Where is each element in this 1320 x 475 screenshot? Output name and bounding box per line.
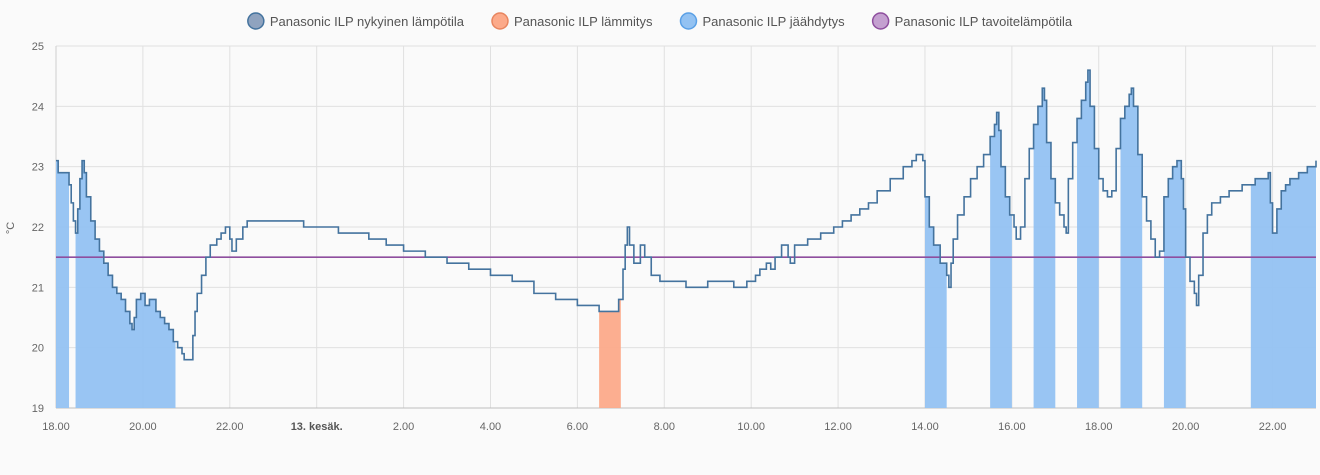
legend-marker-current bbox=[247, 12, 265, 30]
legend-label-heating: Panasonic ILP lämmitys bbox=[514, 14, 653, 29]
cooling-area bbox=[75, 160, 176, 408]
x-tick-label: 18.00 bbox=[42, 421, 70, 433]
legend-marker-target bbox=[871, 12, 890, 30]
x-tick-label: 14.00 bbox=[911, 421, 939, 433]
fill-areas bbox=[56, 70, 1316, 408]
y-tick-label: 19 bbox=[32, 403, 44, 415]
axes: °C 19 20 21 22 23 24 25 18.00 20.00 22.00 13. kesä… bbox=[5, 41, 1286, 433]
cooling-area bbox=[924, 196, 947, 408]
y-tick-label: 20 bbox=[32, 343, 44, 355]
legend-marker-cooling bbox=[679, 12, 698, 30]
x-tick-label: 4.00 bbox=[480, 421, 501, 433]
y-tick-label: 24 bbox=[32, 101, 44, 113]
legend-label-target: Panasonic ILP tavoitelämpötila bbox=[895, 14, 1073, 29]
cooling-area bbox=[1033, 88, 1056, 408]
y-tick-label: 21 bbox=[32, 282, 44, 294]
x-tick-label: 12.00 bbox=[824, 421, 852, 433]
current-temperature-line bbox=[56, 69, 1317, 361]
heating-area bbox=[599, 299, 621, 408]
y-tick-label: 25 bbox=[32, 41, 44, 53]
cooling-area bbox=[1120, 88, 1143, 408]
x-tick-label: 10.00 bbox=[737, 421, 765, 433]
x-tick-label: 22.00 bbox=[216, 421, 244, 433]
cooling-area bbox=[1250, 166, 1316, 408]
x-tick-label: 22.00 bbox=[1259, 421, 1287, 433]
cooling-area bbox=[56, 160, 70, 408]
legend-item-current[interactable]: Panasonic ILP nykyinen lämpötila bbox=[247, 12, 465, 30]
x-tick-label: 18.00 bbox=[1085, 421, 1113, 433]
x-tick-label: 2.00 bbox=[393, 421, 414, 433]
y-tick-label: 22 bbox=[32, 222, 44, 234]
legend-item-target[interactable]: Panasonic ILP tavoitelämpötila bbox=[871, 12, 1073, 30]
cooling-area bbox=[1163, 160, 1186, 408]
x-tick-label: 20.00 bbox=[1172, 421, 1200, 433]
series-lines bbox=[56, 69, 1317, 361]
x-tick-label: 20.00 bbox=[129, 421, 157, 433]
x-tick-label: 8.00 bbox=[654, 421, 675, 433]
legend-label-current: Panasonic ILP nykyinen lämpötila bbox=[270, 14, 465, 29]
legend[interactable]: Panasonic ILP nykyinen lämpötila Panasoni… bbox=[247, 12, 1073, 30]
x-tick-label: 13. kesäk. bbox=[291, 421, 343, 433]
cooling-area bbox=[990, 112, 1012, 408]
legend-label-cooling: Panasonic ILP jäähdytys bbox=[702, 14, 845, 29]
legend-marker-heating bbox=[491, 12, 509, 30]
x-tick-label: 6.00 bbox=[567, 421, 588, 433]
y-tick-label: 23 bbox=[32, 162, 44, 174]
x-tick-label: 16.00 bbox=[998, 421, 1026, 433]
legend-item-heating[interactable]: Panasonic ILP lämmitys bbox=[491, 12, 653, 30]
cooling-area bbox=[1077, 70, 1099, 408]
y-axis-label: °C bbox=[5, 222, 17, 234]
legend-item-cooling[interactable]: Panasonic ILP jäähdytys bbox=[679, 12, 845, 30]
